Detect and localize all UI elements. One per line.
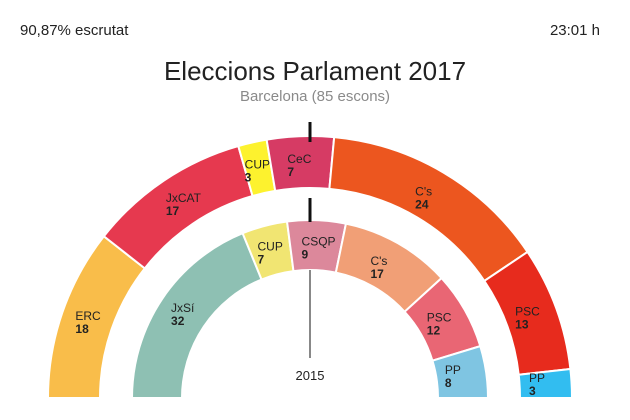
top-bar: 90,87% escrutat 23:01 h [0, 0, 630, 60]
ring-2015-label-jxs: JxSí [171, 301, 195, 315]
chart-subtitle: Barcelona (85 escons) [239, 88, 391, 105]
ring-2017-seats-erc: 18 [75, 322, 89, 336]
ring-2017-seats-jxcat: 17 [166, 204, 180, 218]
ring-2015-seats-c-s: 17 [370, 267, 384, 281]
ring-2017-seats-cup: 3 [245, 170, 252, 184]
ring-2015-seats-csqp: 9 [302, 248, 309, 262]
ring-2017-label-cec: CeC [287, 152, 311, 166]
ring-2017-label-psc: PSC [515, 305, 540, 319]
ring-2017-label-pp: PP [529, 371, 545, 385]
ring-2017-label-erc: ERC [75, 309, 101, 323]
inner-ring-year-label: 2015 [296, 368, 325, 383]
ring-2015-label-pp: PP [445, 363, 461, 377]
ring-2017-seats-c-s: 24 [415, 197, 429, 211]
ring-2017-label-cup: CUP [245, 157, 270, 171]
ring-2015-seats-psc: 12 [427, 324, 441, 338]
ring-2017-seats-psc: 13 [515, 318, 529, 332]
update-time: 23:01 h [549, 22, 600, 39]
ring-2015-seats-jxs: 32 [171, 314, 185, 328]
counted-percentage: 90,87% escrutat [20, 22, 129, 39]
ring-2017-seats-pp: 3 [529, 384, 536, 398]
ring-2015-label-csqp: CSQP [302, 235, 336, 249]
chart-title: Eleccions Parlament 2017 [163, 56, 467, 86]
ring-2015-label-c-s: C's [370, 254, 387, 268]
ring-2015-seats-cup: 7 [257, 253, 264, 267]
ring-2015-segment-pp[interactable] [431, 344, 490, 399]
ring-2017-label-jxcat: JxCAT [166, 191, 202, 205]
ring-2015-seats-pp: 8 [445, 376, 452, 390]
ring-2017-segment-pp[interactable] [517, 367, 574, 399]
ring-2015-label-psc: PSC [427, 311, 452, 325]
ring-2017-label-c-s: C's [415, 184, 432, 198]
ring-2015-label-cup: CUP [257, 240, 282, 254]
ring-2017-seats-cec: 7 [287, 165, 294, 179]
